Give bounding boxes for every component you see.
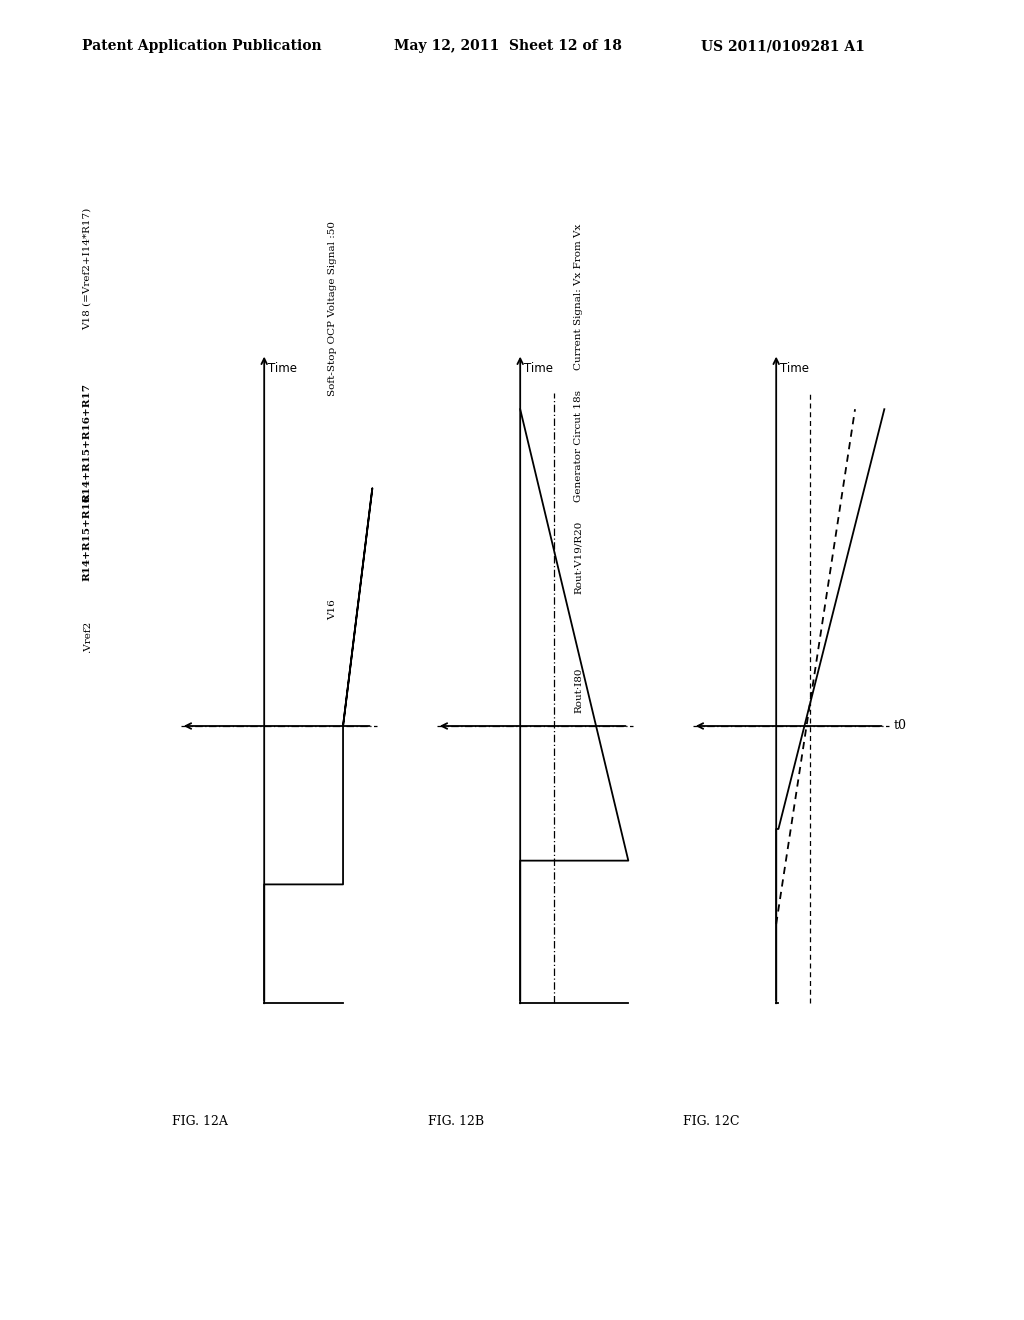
Text: R14+R15+R16+R17: R14+R15+R16+R17 xyxy=(83,383,91,502)
Text: FIG. 12B: FIG. 12B xyxy=(428,1115,483,1129)
Text: R14+R15+R16: R14+R15+R16 xyxy=(83,494,91,581)
Text: Generator Circut 18s: Generator Circut 18s xyxy=(574,389,583,502)
Text: Current Signal: Vx From Vx: Current Signal: Vx From Vx xyxy=(574,223,583,370)
Text: Time: Time xyxy=(267,362,297,375)
Text: May 12, 2011  Sheet 12 of 18: May 12, 2011 Sheet 12 of 18 xyxy=(394,40,623,53)
Text: V16: V16 xyxy=(329,599,337,620)
Text: FIG. 12A: FIG. 12A xyxy=(172,1115,227,1129)
Text: Rout·V19/R20: Rout·V19/R20 xyxy=(574,520,583,594)
Text: FIG. 12C: FIG. 12C xyxy=(683,1115,740,1129)
Text: .Vref2: .Vref2 xyxy=(83,622,91,653)
Text: US 2011/0109281 A1: US 2011/0109281 A1 xyxy=(701,40,865,53)
Text: Time: Time xyxy=(523,362,553,375)
Text: Rout·I80: Rout·I80 xyxy=(574,668,583,713)
Text: V18 (=Vref2+I14*R17): V18 (=Vref2+I14*R17) xyxy=(83,207,91,330)
Text: Time: Time xyxy=(779,362,809,375)
Text: Soft-Stop OCP Voltage Signal :50: Soft-Stop OCP Voltage Signal :50 xyxy=(329,220,337,396)
Text: Patent Application Publication: Patent Application Publication xyxy=(82,40,322,53)
Text: t0: t0 xyxy=(893,719,906,733)
